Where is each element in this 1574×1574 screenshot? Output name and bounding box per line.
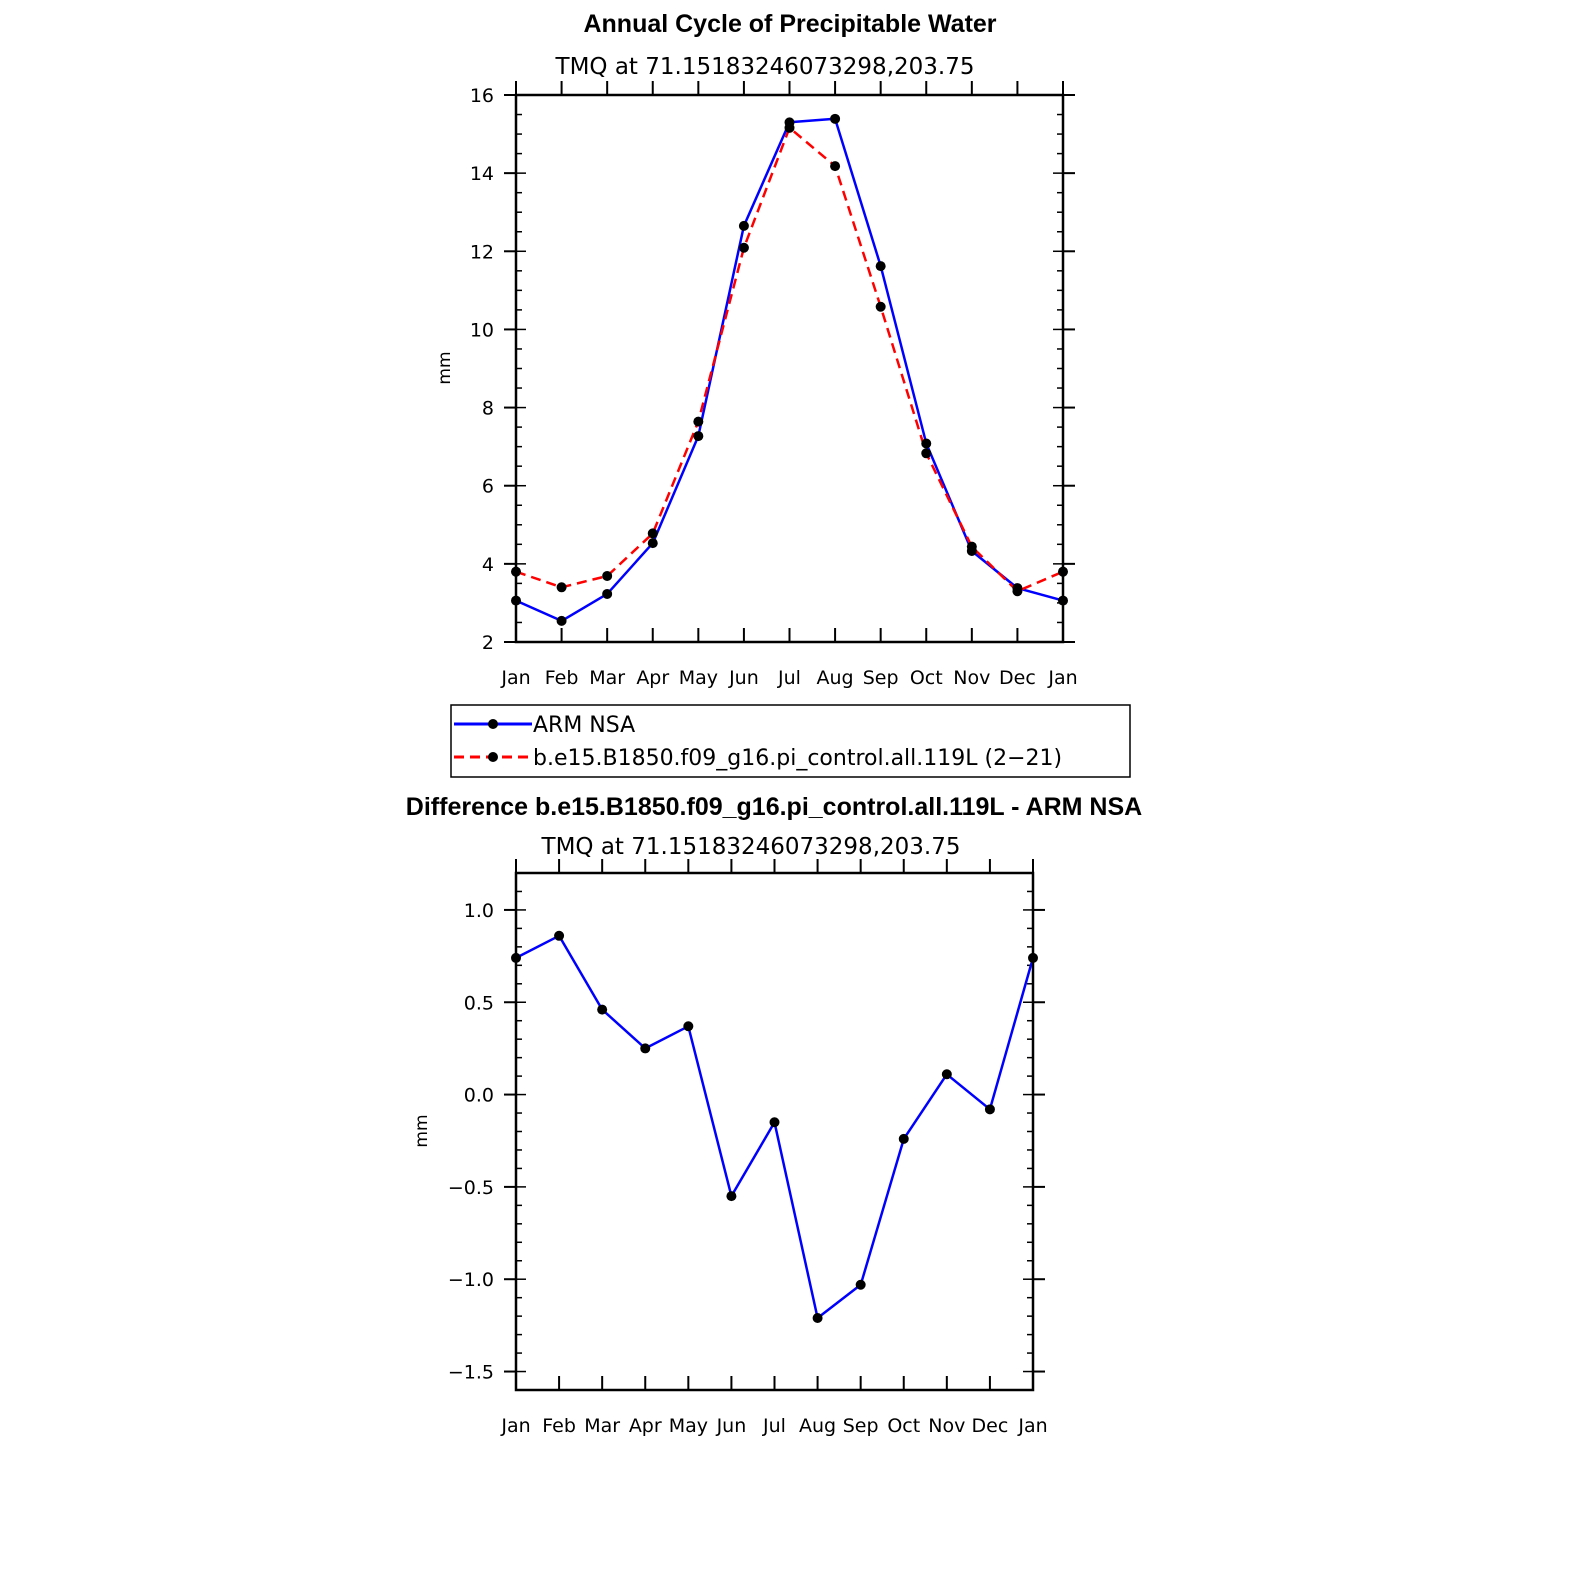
y-tick-label: 0.0 xyxy=(464,1085,494,1107)
x-tick-label: Jan xyxy=(500,1415,530,1437)
legend: ARM NSA b.e15.B1850.f09_g16.pi_control.a… xyxy=(450,704,1131,778)
x-tick-label: Apr xyxy=(629,1415,662,1437)
x-tick-label: Jan xyxy=(1017,1415,1047,1437)
data-point xyxy=(683,1021,694,1032)
data-point xyxy=(647,528,658,539)
y-tick-label: 2 xyxy=(482,632,494,654)
chart-title: Annual Cycle of Precipitable Water xyxy=(583,10,996,38)
x-tick-label: Oct xyxy=(910,667,943,689)
y-axis-label: mm xyxy=(412,1114,432,1147)
data-point xyxy=(875,301,886,312)
x-tick-label: Feb xyxy=(542,1415,576,1437)
y-tick-label: 16 xyxy=(470,85,494,107)
data-point xyxy=(738,242,749,253)
x-tick-label: Aug xyxy=(799,1415,836,1437)
x-tick-label: Jul xyxy=(777,667,801,689)
data-point xyxy=(693,416,704,427)
data-point xyxy=(898,1133,909,1144)
data-point xyxy=(597,1004,608,1015)
x-tick-label: Sep xyxy=(863,667,899,689)
x-tick-label: Dec xyxy=(972,1415,1009,1437)
y-tick-label: 4 xyxy=(482,554,494,576)
y-tick-label: 8 xyxy=(482,398,494,420)
legend-marker-model xyxy=(488,752,498,762)
data-point xyxy=(640,1043,651,1054)
difference-panel: Difference b.e15.B1850.f09_g16.pi_contro… xyxy=(406,793,1142,1437)
x-tick-label: May xyxy=(679,667,718,689)
data-point xyxy=(812,1312,823,1323)
legend-frame xyxy=(450,704,1131,778)
annual-cycle-panel: Annual Cycle of Precipitable Water TMQ a… xyxy=(435,10,1078,689)
plot-frame xyxy=(514,871,1035,1392)
data-point xyxy=(738,220,749,231)
series-group xyxy=(511,930,1038,1323)
legend-label-model: b.e15.B1850.f09_g16.pi_control.all.119L … xyxy=(533,746,1062,771)
y-tick-label: 10 xyxy=(470,319,494,341)
y-tick-label: −1.0 xyxy=(448,1269,494,1291)
data-point xyxy=(830,161,841,172)
x-tick-label: Mar xyxy=(589,667,625,689)
data-point xyxy=(921,448,932,459)
data-point xyxy=(784,122,795,133)
y-tick-label: 1.0 xyxy=(464,900,494,922)
data-point xyxy=(554,930,565,941)
x-tick-label: May xyxy=(669,1415,708,1437)
y-tick-label: 14 xyxy=(470,163,494,185)
data-point xyxy=(602,588,613,599)
x-tick-label: Jun xyxy=(728,667,759,689)
x-tick-label: Oct xyxy=(887,1415,920,1437)
x-tick-label: Dec xyxy=(999,667,1036,689)
x-tick-label: Jan xyxy=(500,667,530,689)
x-tick-label: Aug xyxy=(817,667,854,689)
data-point xyxy=(602,570,613,581)
y-tick-label: 6 xyxy=(482,476,494,498)
plot-frame xyxy=(514,93,1065,644)
data-point xyxy=(855,1279,866,1290)
y-tick-label: 0.5 xyxy=(464,992,494,1014)
data-point xyxy=(1012,586,1023,597)
data-point xyxy=(921,438,932,449)
x-tick-label: Nov xyxy=(953,667,990,689)
data-point xyxy=(830,113,841,124)
data-point xyxy=(647,538,658,549)
data-point xyxy=(693,431,704,442)
x-tick-label: Apr xyxy=(636,667,669,689)
x-tick-label: Mar xyxy=(584,1415,620,1437)
data-point xyxy=(966,541,977,552)
x-tick-label: Jul xyxy=(762,1415,786,1437)
x-tick-label: Feb xyxy=(545,667,579,689)
y-axis-label: mm xyxy=(435,351,455,384)
y-tick-label: −0.5 xyxy=(448,1177,494,1199)
data-point xyxy=(984,1104,995,1115)
chart-subtitle: TMQ at 71.15183246073298,203.75 xyxy=(555,54,975,80)
data-point xyxy=(875,261,886,272)
series-group xyxy=(511,113,1068,626)
x-tick-label: Sep xyxy=(843,1415,879,1437)
data-point xyxy=(769,1117,780,1128)
data-point xyxy=(941,1069,952,1080)
data-point xyxy=(556,582,567,593)
x-tick-label: Nov xyxy=(928,1415,965,1437)
x-tick-label: Jan xyxy=(1047,667,1077,689)
legend-label-arm-nsa: ARM NSA xyxy=(533,713,635,738)
y-tick-label: 12 xyxy=(470,241,494,263)
x-tick-label: Jun xyxy=(716,1415,747,1437)
chart-subtitle: TMQ at 71.15183246073298,203.75 xyxy=(541,834,961,860)
data-point xyxy=(556,615,567,626)
axis-ticks: Jan Feb Mar Apr May Jun Jul Aug Sep Oct Nov Dec Jan 2… xyxy=(470,81,1078,689)
chart-title: Difference b.e15.B1850.f09_g16.pi_contro… xyxy=(406,793,1142,821)
y-tick-label: −1.5 xyxy=(448,1362,494,1384)
legend-marker-arm-nsa xyxy=(488,719,498,729)
data-point xyxy=(726,1191,737,1202)
